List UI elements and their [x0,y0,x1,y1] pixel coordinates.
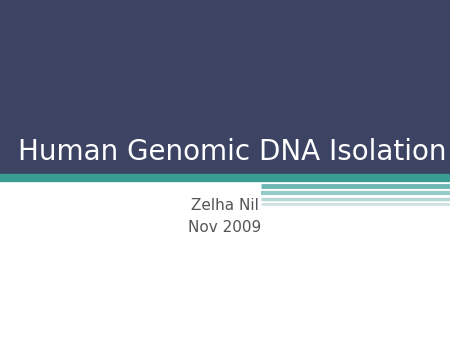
Bar [0,0,450,178]
Text: Zelha Nil: Zelha Nil [191,198,259,214]
Bar [0,178,450,338]
Text: Nov 2009: Nov 2009 [189,220,261,236]
Text: Human Genomic DNA Isolation: Human Genomic DNA Isolation [18,138,446,166]
